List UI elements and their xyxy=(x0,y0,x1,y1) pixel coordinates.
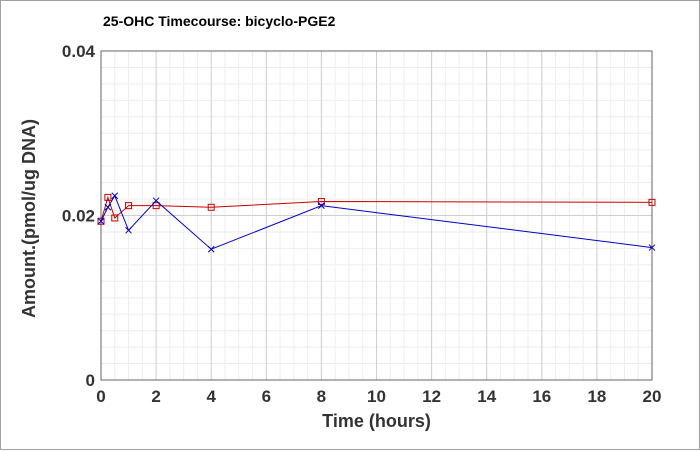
data-point-x-stroke xyxy=(125,226,132,234)
data-point-x xyxy=(97,217,105,225)
x-tick-label: 8 xyxy=(317,387,326,406)
series-line xyxy=(100,194,653,250)
y-tick-label: 0.04 xyxy=(62,42,96,61)
data-point-x xyxy=(207,245,215,253)
data-point-x-stroke xyxy=(152,197,160,205)
x-tick-label: 2 xyxy=(151,387,160,406)
data-point-x xyxy=(111,192,119,200)
data-point-square xyxy=(152,202,160,210)
data-point-x-stroke xyxy=(648,244,656,251)
data-point-x-stroke xyxy=(97,217,105,225)
data-point-square xyxy=(97,217,105,225)
axis-ticks: 0 2 4 6 8 10 12 14 16 18 20 0 0.02 0.04 xyxy=(62,42,662,406)
data-point-x xyxy=(152,197,160,205)
x-tick-label: 6 xyxy=(262,387,271,406)
data-point-square xyxy=(207,203,215,211)
y-tick-label: 0 xyxy=(86,371,95,390)
x-tick-label: 10 xyxy=(367,387,386,406)
series-1 xyxy=(97,193,656,225)
data-point-x-stroke xyxy=(104,203,112,211)
x-tick-label: 14 xyxy=(477,387,496,406)
data-point-x xyxy=(125,226,132,234)
chart-title: 25-OHC Timecourse: bicyclo-PGE2 xyxy=(103,13,336,29)
data-point-square xyxy=(104,193,112,201)
data-point-square xyxy=(125,202,133,210)
data-point-x xyxy=(104,203,112,211)
series-2 xyxy=(97,192,656,253)
x-tick-label: 16 xyxy=(532,387,551,406)
x-tick-label: 4 xyxy=(206,387,216,406)
data-point-x-stroke xyxy=(111,192,119,200)
x-tick-label: 18 xyxy=(587,387,606,406)
data-point-square xyxy=(317,198,325,206)
data-point-square xyxy=(111,214,119,222)
x-tick-label: 20 xyxy=(643,387,662,406)
series-layer xyxy=(97,192,656,253)
x-axis-label: Time (hours) xyxy=(322,411,431,431)
y-axis-label: Amount.(pmol/ug DNA) xyxy=(19,119,39,318)
x-tick-label: 12 xyxy=(422,387,441,406)
data-point-x-stroke xyxy=(318,202,325,209)
data-point-x-stroke xyxy=(207,245,215,253)
y-tick-label: 0.02 xyxy=(62,207,95,226)
data-point-x xyxy=(318,202,325,209)
data-point-x xyxy=(648,244,656,251)
plot-area xyxy=(100,50,653,381)
x-tick-label: 0 xyxy=(96,387,105,406)
data-point-square xyxy=(648,198,656,206)
